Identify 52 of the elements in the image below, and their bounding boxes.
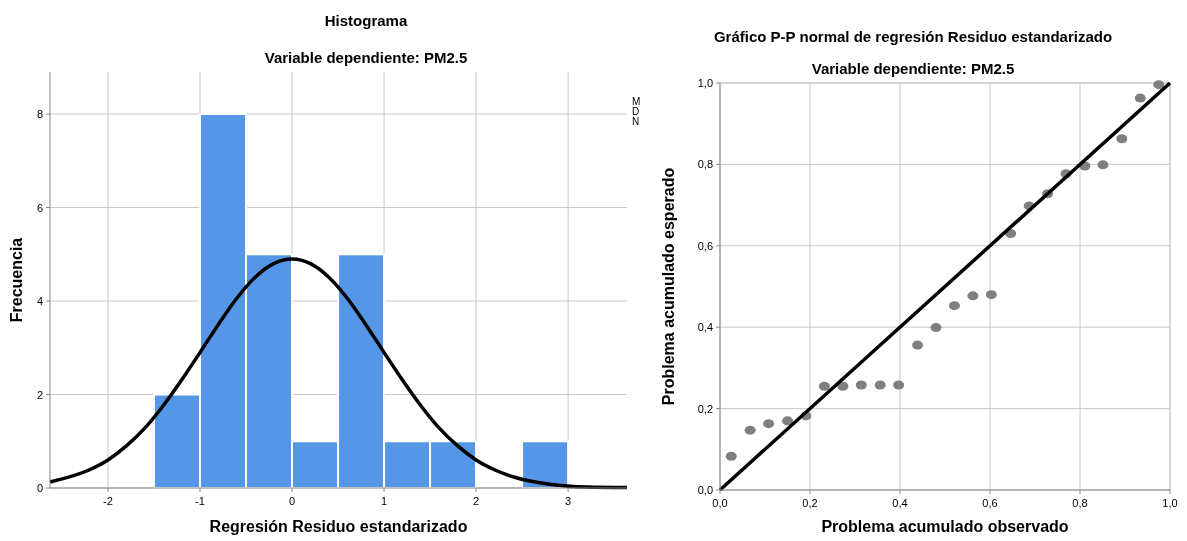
x-tick-label: 0,6	[982, 497, 998, 509]
text: D	[632, 106, 640, 117]
x-tick-label: 3	[565, 495, 572, 507]
x-tick-label: 0,8	[1072, 497, 1088, 509]
point	[837, 381, 849, 391]
point	[912, 340, 924, 350]
y-tick-label: 8	[36, 108, 43, 121]
chart-title: Histograma	[324, 12, 408, 29]
point	[763, 419, 775, 429]
x-tick-label: 0,2	[802, 497, 818, 509]
point	[948, 301, 960, 311]
x-tick-label: 1	[380, 495, 388, 507]
chart-title: Gráfico P-P normal de regresión Residuo estandarizado	[713, 28, 1113, 45]
point	[725, 451, 737, 461]
y-tick-label: 0,8	[697, 158, 713, 171]
x-axis-title: Regresión Residuo estandarizado	[209, 518, 468, 535]
y-tick-label: 6	[36, 201, 43, 214]
y-tick-label: 4	[36, 295, 43, 308]
x-tick-label: 0,4	[892, 497, 908, 509]
y-tick-label: 2	[36, 388, 43, 401]
x-tick-label: 1,0	[1162, 497, 1178, 509]
y-tick-label: 1,0	[697, 77, 713, 89]
y-axis-title: Problema acumulado esperado	[660, 167, 677, 406]
y-tick-label: 0	[36, 482, 43, 494]
point	[818, 381, 830, 391]
point	[782, 416, 793, 426]
point	[1097, 160, 1109, 170]
point	[930, 323, 942, 333]
y-tick-label: 0,4	[697, 321, 713, 334]
x-tick-label: 0,0	[712, 497, 728, 509]
point	[855, 380, 867, 390]
point	[985, 290, 997, 300]
chart-subtitle: Variable dependiente: PM2.5	[264, 49, 468, 66]
y-tick-label: 0,2	[697, 402, 713, 415]
point	[1153, 80, 1165, 90]
chart-subtitle: Variable dependiente: PM2.5	[811, 60, 1015, 77]
x-tick-label: -2	[103, 495, 113, 507]
x-axis-title: Problema acumulado observado	[821, 518, 1069, 535]
y-axis-title: Frecuencia	[8, 237, 25, 323]
point	[744, 425, 756, 435]
point	[967, 291, 979, 301]
text: M	[632, 96, 641, 107]
point	[874, 380, 886, 390]
point	[1134, 93, 1146, 103]
y-tick-label: 0,0	[697, 484, 713, 496]
point	[1116, 134, 1128, 144]
y-tick-label: 0,6	[697, 239, 713, 252]
x-tick-label: -1	[195, 495, 205, 507]
x-tick-label: 2	[473, 495, 480, 507]
text: N	[632, 116, 640, 127]
point	[893, 380, 905, 390]
x-tick-label: 0	[288, 495, 296, 507]
